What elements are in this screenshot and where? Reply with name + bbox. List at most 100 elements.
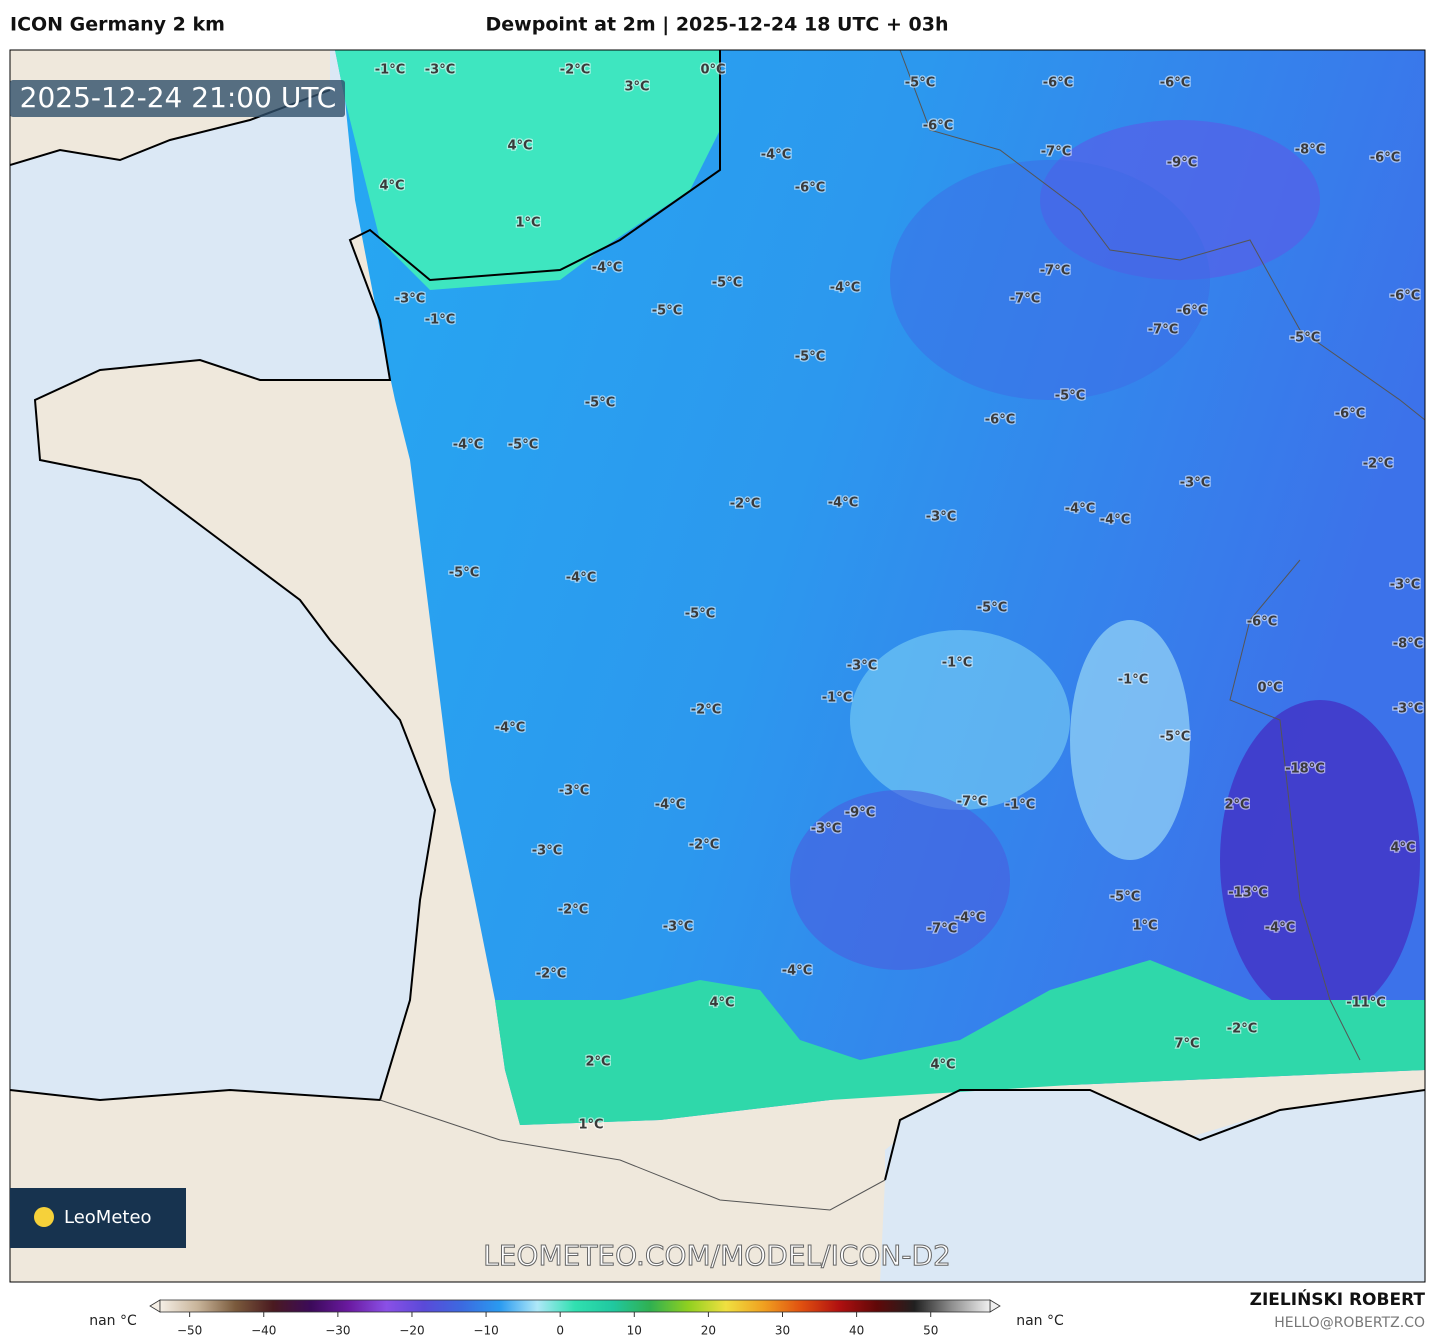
temperature-label: -5°C xyxy=(1110,890,1140,905)
map-frame xyxy=(9,49,1426,1283)
field-cold xyxy=(890,160,1210,400)
colorbar-tick-label: 50 xyxy=(923,1324,938,1338)
temperature-label: -5°C xyxy=(585,396,615,411)
contact: HELLO@ROBERTZ.CO xyxy=(1274,1315,1425,1331)
under-label: nan °C xyxy=(89,1313,137,1329)
field-alps xyxy=(1220,700,1420,1020)
temperature-label: -6°C xyxy=(985,413,1015,428)
colorbar-over xyxy=(989,1299,1001,1313)
temperature-label: -6°C xyxy=(1043,76,1073,91)
temperature-label: -8°C xyxy=(1295,143,1325,158)
temperature-label: -5°C xyxy=(712,276,742,291)
temperature-label: -5°C xyxy=(685,607,715,622)
temperature-label: -3°C xyxy=(532,844,562,859)
colorbar: −50 −40 −30 −20 −10 0 10 20 30 40 50 xyxy=(149,1299,1001,1338)
temperature-label: 1°C xyxy=(578,1118,603,1133)
temperature-label: -5°C xyxy=(652,304,682,319)
label-layer: -1°C -3°C -2°C 0°C 3°C -5°C -6°C -6°C 4°C -6°C -7°… xyxy=(374,61,1425,1134)
temperature-label: 0°C xyxy=(1257,681,1282,696)
temperature-label: -4°C xyxy=(1065,502,1095,517)
temperature-label: 3°C xyxy=(624,80,649,95)
temperature-label: -6°C xyxy=(795,181,825,196)
sea-med xyxy=(885,1090,1425,1282)
temperature-label: -7°C xyxy=(1010,292,1040,307)
temperature-label: -7°C xyxy=(1148,323,1178,338)
temperature-label: 1°C xyxy=(515,216,540,231)
coastline xyxy=(10,50,721,1102)
temperature-label: -7°C xyxy=(927,922,957,937)
temperature-label: -18°C xyxy=(1285,762,1325,777)
temperature-label: 0°C xyxy=(700,63,725,78)
temperature-label: -4°C xyxy=(1100,513,1130,528)
temperature-label: -6°C xyxy=(1390,289,1420,304)
temperature-label: -3°C xyxy=(847,659,877,674)
colorbar-tick-label: 40 xyxy=(849,1324,864,1338)
colorbar-tick-label: −20 xyxy=(399,1324,424,1338)
temperature-label: -8°C xyxy=(1393,637,1423,652)
logo-text: LeoMeteo xyxy=(64,1207,152,1228)
logo-sun xyxy=(34,1207,54,1227)
temperature-label: -4°C xyxy=(828,496,858,511)
field-north xyxy=(335,50,720,290)
temperature-label: -3°C xyxy=(559,784,589,799)
colorbar-scale xyxy=(159,1299,991,1313)
temperature-label: 4°C xyxy=(379,179,404,194)
colorbar-under xyxy=(149,1299,161,1313)
colorbar-tick-label: 20 xyxy=(701,1324,716,1338)
watermark: LEOMETEO.COM/MODEL/ICON-D2 xyxy=(483,1239,951,1272)
field-mild xyxy=(850,630,1070,810)
temperature-label: 7°C xyxy=(1174,1037,1199,1052)
map-title: Dewpoint at 2m | 2025-12-24 18 UTC + 03h xyxy=(486,14,949,36)
temperature-label: -4°C xyxy=(495,721,525,736)
time-box xyxy=(10,80,345,117)
temperature-label: -2°C xyxy=(1363,457,1393,472)
temperature-label: -7°C xyxy=(957,795,987,810)
temperature-label: -4°C xyxy=(761,148,791,163)
temperature-label: 2°C xyxy=(1224,798,1249,813)
temperature-label: -1°C xyxy=(375,63,405,78)
temperature-label: -6°C xyxy=(923,119,953,134)
temperature-label: -5°C xyxy=(795,350,825,365)
temperature-label: -1°C xyxy=(425,313,455,328)
temperature-label: -4°C xyxy=(955,911,985,926)
temperature-label: -1°C xyxy=(1005,798,1035,813)
border xyxy=(899,50,1425,421)
border xyxy=(1229,559,1361,1061)
temperature-label: -9°C xyxy=(1167,156,1197,171)
temperature-label: 4°C xyxy=(507,139,532,154)
temperature-label: -7°C xyxy=(1041,145,1071,160)
temperature-label: -2°C xyxy=(558,903,588,918)
colorbar-tick-label: −30 xyxy=(325,1324,350,1338)
colorbar-tick-label: 0 xyxy=(556,1324,564,1338)
temperature-label: -6°C xyxy=(1370,151,1400,166)
temperature-label: -4°C xyxy=(782,964,812,979)
temperature-label: 1°C xyxy=(1132,919,1157,934)
colorbar-tick-label: −40 xyxy=(251,1324,276,1338)
colorbar-tick-label: 30 xyxy=(775,1324,790,1338)
temperature-label: -6°C xyxy=(1247,615,1277,630)
temperature-label: -2°C xyxy=(730,497,760,512)
temperature-label: -2°C xyxy=(689,838,719,853)
temperature-label: -3°C xyxy=(1180,476,1210,491)
temperature-label: -5°C xyxy=(977,601,1007,616)
map xyxy=(10,50,1425,1282)
over-label: nan °C xyxy=(1016,1313,1064,1329)
temperature-label: -1°C xyxy=(822,691,852,706)
border xyxy=(379,1099,886,1211)
temperature-label: -4°C xyxy=(453,438,483,453)
temperature-label: -4°C xyxy=(830,281,860,296)
temperature-label: -2°C xyxy=(536,967,566,982)
temperature-label: 4°C xyxy=(1390,841,1415,856)
temperature-label: -3°C xyxy=(1393,702,1423,717)
temperature-label: -5°C xyxy=(1160,730,1190,745)
temperature-label: -2°C xyxy=(560,63,590,78)
temperature-label: -4°C xyxy=(655,798,685,813)
colorbar-tick-label: 10 xyxy=(627,1324,642,1338)
temperature-label: -4°C xyxy=(566,571,596,586)
temperature-label: -5°C xyxy=(449,566,479,581)
temperature-label: -4°C xyxy=(592,261,622,276)
author: ZIELIŃSKI ROBERT xyxy=(1250,1288,1426,1310)
temperature-label: -5°C xyxy=(905,76,935,91)
temperature-label: -6°C xyxy=(1177,304,1207,319)
